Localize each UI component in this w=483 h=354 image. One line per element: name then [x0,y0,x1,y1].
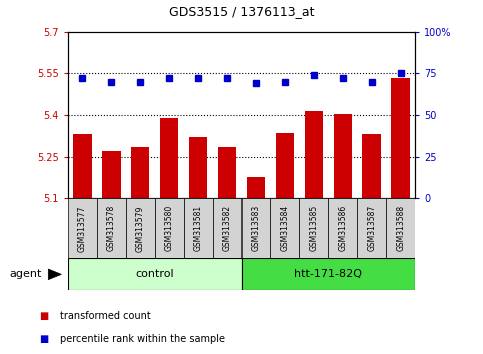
Text: GSM313588: GSM313588 [397,205,405,251]
Bar [357,198,386,258]
Bar [102,151,121,198]
Text: ■: ■ [39,334,48,344]
Bar [68,198,97,258]
Bar [363,135,382,198]
Bar [126,198,155,258]
Text: GSM313586: GSM313586 [339,205,347,251]
Text: agent: agent [10,269,42,279]
Text: ■: ■ [39,311,48,321]
Bar [334,114,353,198]
Bar [386,198,415,258]
Polygon shape [48,269,61,280]
Bar [184,198,213,258]
Text: percentile rank within the sample: percentile rank within the sample [60,334,226,344]
Text: GSM313584: GSM313584 [281,205,289,251]
Bar [242,258,415,290]
Bar [68,258,242,290]
Text: GSM313577: GSM313577 [78,205,86,252]
Text: GSM313583: GSM313583 [252,205,260,251]
Text: control: control [135,269,174,279]
Text: GSM313581: GSM313581 [194,205,202,251]
Text: GSM313585: GSM313585 [310,205,318,251]
Bar [213,198,242,258]
Bar [299,198,328,258]
Text: htt-171-82Q: htt-171-82Q [295,269,362,279]
Bar [73,135,92,198]
Text: GDS3515 / 1376113_at: GDS3515 / 1376113_at [169,5,314,18]
Bar [392,78,411,198]
Bar [189,137,208,198]
Text: GSM313587: GSM313587 [368,205,376,251]
Bar [160,118,179,198]
Bar [247,177,266,198]
Bar [276,133,295,198]
Text: GSM313579: GSM313579 [136,205,144,252]
Text: GSM313582: GSM313582 [223,205,231,251]
Bar [97,198,126,258]
Text: GSM313580: GSM313580 [165,205,173,251]
Bar [242,198,270,258]
Bar [155,198,184,258]
Bar [131,147,150,198]
Bar [218,147,237,198]
Bar [305,111,324,198]
Bar [270,198,299,258]
Text: transformed count: transformed count [60,311,151,321]
Text: GSM313578: GSM313578 [107,205,115,251]
Bar [328,198,357,258]
